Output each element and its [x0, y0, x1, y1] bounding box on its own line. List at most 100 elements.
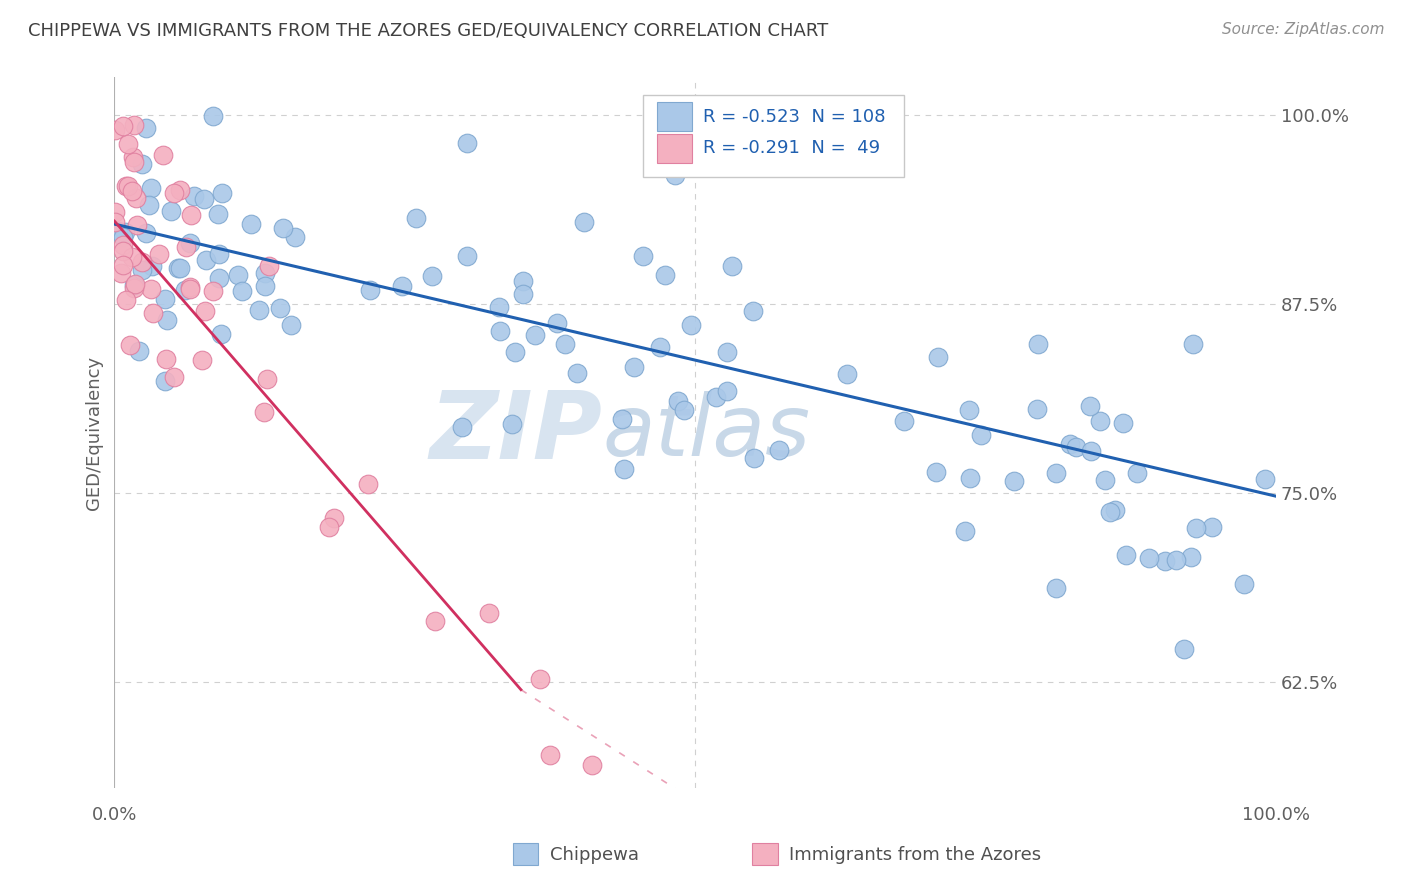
Text: 100.0%: 100.0% — [1241, 806, 1310, 824]
Text: Immigrants from the Azores: Immigrants from the Azores — [789, 846, 1040, 863]
Point — [716, 384, 738, 399]
Point — [359, 283, 381, 297]
Point — [121, 184, 143, 198]
Point — [1098, 505, 1121, 519]
Text: Source: ZipAtlas.com: Source: ZipAtlas.com — [1222, 22, 1385, 37]
Point — [256, 372, 278, 386]
Point — [155, 374, 177, 388]
Point — [450, 420, 472, 434]
Point — [121, 250, 143, 264]
Point — [167, 261, 190, 276]
Text: R = -0.291  N =  49: R = -0.291 N = 49 — [703, 139, 880, 158]
Point — [179, 280, 201, 294]
Point — [131, 255, 153, 269]
Point — [211, 186, 233, 201]
Point — [572, 215, 595, 229]
Point — [672, 403, 695, 417]
Point — [1181, 337, 1204, 351]
Point — [925, 466, 948, 480]
Point — [768, 442, 790, 457]
Point — [127, 218, 149, 232]
Point — [141, 282, 163, 296]
Text: 0.0%: 0.0% — [91, 806, 138, 824]
Point — [142, 306, 165, 320]
Point — [612, 412, 634, 426]
Point — [254, 266, 277, 280]
Text: R = -0.523  N = 108: R = -0.523 N = 108 — [703, 108, 886, 126]
Point — [893, 414, 915, 428]
Point — [111, 230, 134, 244]
Point — [118, 338, 141, 352]
Point — [1125, 466, 1147, 480]
Point — [207, 207, 229, 221]
Point — [284, 229, 307, 244]
Point — [112, 244, 135, 259]
Point — [122, 150, 145, 164]
Point — [194, 252, 217, 267]
Point — [1088, 414, 1111, 428]
Point — [112, 119, 135, 133]
Point — [107, 224, 129, 238]
Point — [546, 316, 568, 330]
Bar — [657, 103, 692, 131]
Point — [124, 277, 146, 291]
Point — [183, 188, 205, 202]
Point — [112, 258, 135, 272]
Point — [631, 249, 654, 263]
Point — [110, 266, 132, 280]
Point — [208, 246, 231, 260]
Point — [179, 236, 201, 251]
Point — [122, 155, 145, 169]
Point — [488, 300, 510, 314]
Text: atlas: atlas — [602, 392, 810, 475]
Point — [179, 282, 201, 296]
FancyBboxPatch shape — [643, 95, 904, 177]
Point — [202, 284, 225, 298]
Point — [152, 148, 174, 162]
Point — [478, 606, 501, 620]
Point — [501, 417, 523, 431]
Point — [249, 303, 271, 318]
Point — [131, 157, 153, 171]
Point — [194, 304, 217, 318]
Point — [456, 249, 478, 263]
Point — [153, 292, 176, 306]
Point — [131, 263, 153, 277]
Point — [135, 120, 157, 135]
Point — [1201, 520, 1223, 534]
Point — [125, 191, 148, 205]
Point — [581, 758, 603, 772]
Point — [124, 277, 146, 292]
Point — [835, 367, 858, 381]
Point — [1173, 641, 1195, 656]
Point — [681, 318, 703, 333]
Point — [927, 350, 949, 364]
Point — [1059, 437, 1081, 451]
Point — [1094, 473, 1116, 487]
Point — [648, 340, 671, 354]
Point — [523, 328, 546, 343]
Point — [269, 301, 291, 315]
Text: Chippewa: Chippewa — [550, 846, 638, 863]
Point — [160, 204, 183, 219]
Point — [512, 287, 534, 301]
Point — [1115, 549, 1137, 563]
Point — [1080, 444, 1102, 458]
Point — [323, 510, 346, 524]
Point — [163, 370, 186, 384]
Point — [744, 451, 766, 466]
Point — [193, 192, 215, 206]
Point — [654, 268, 676, 283]
Point — [141, 181, 163, 195]
Bar — [657, 135, 692, 162]
Point — [128, 344, 150, 359]
Point — [1112, 416, 1135, 430]
Point — [1026, 337, 1049, 351]
Point — [1002, 474, 1025, 488]
Point — [231, 284, 253, 298]
Point — [174, 240, 197, 254]
Point — [122, 281, 145, 295]
Y-axis label: GED/Equivalency: GED/Equivalency — [86, 356, 103, 509]
Point — [169, 183, 191, 197]
Point — [405, 211, 427, 226]
